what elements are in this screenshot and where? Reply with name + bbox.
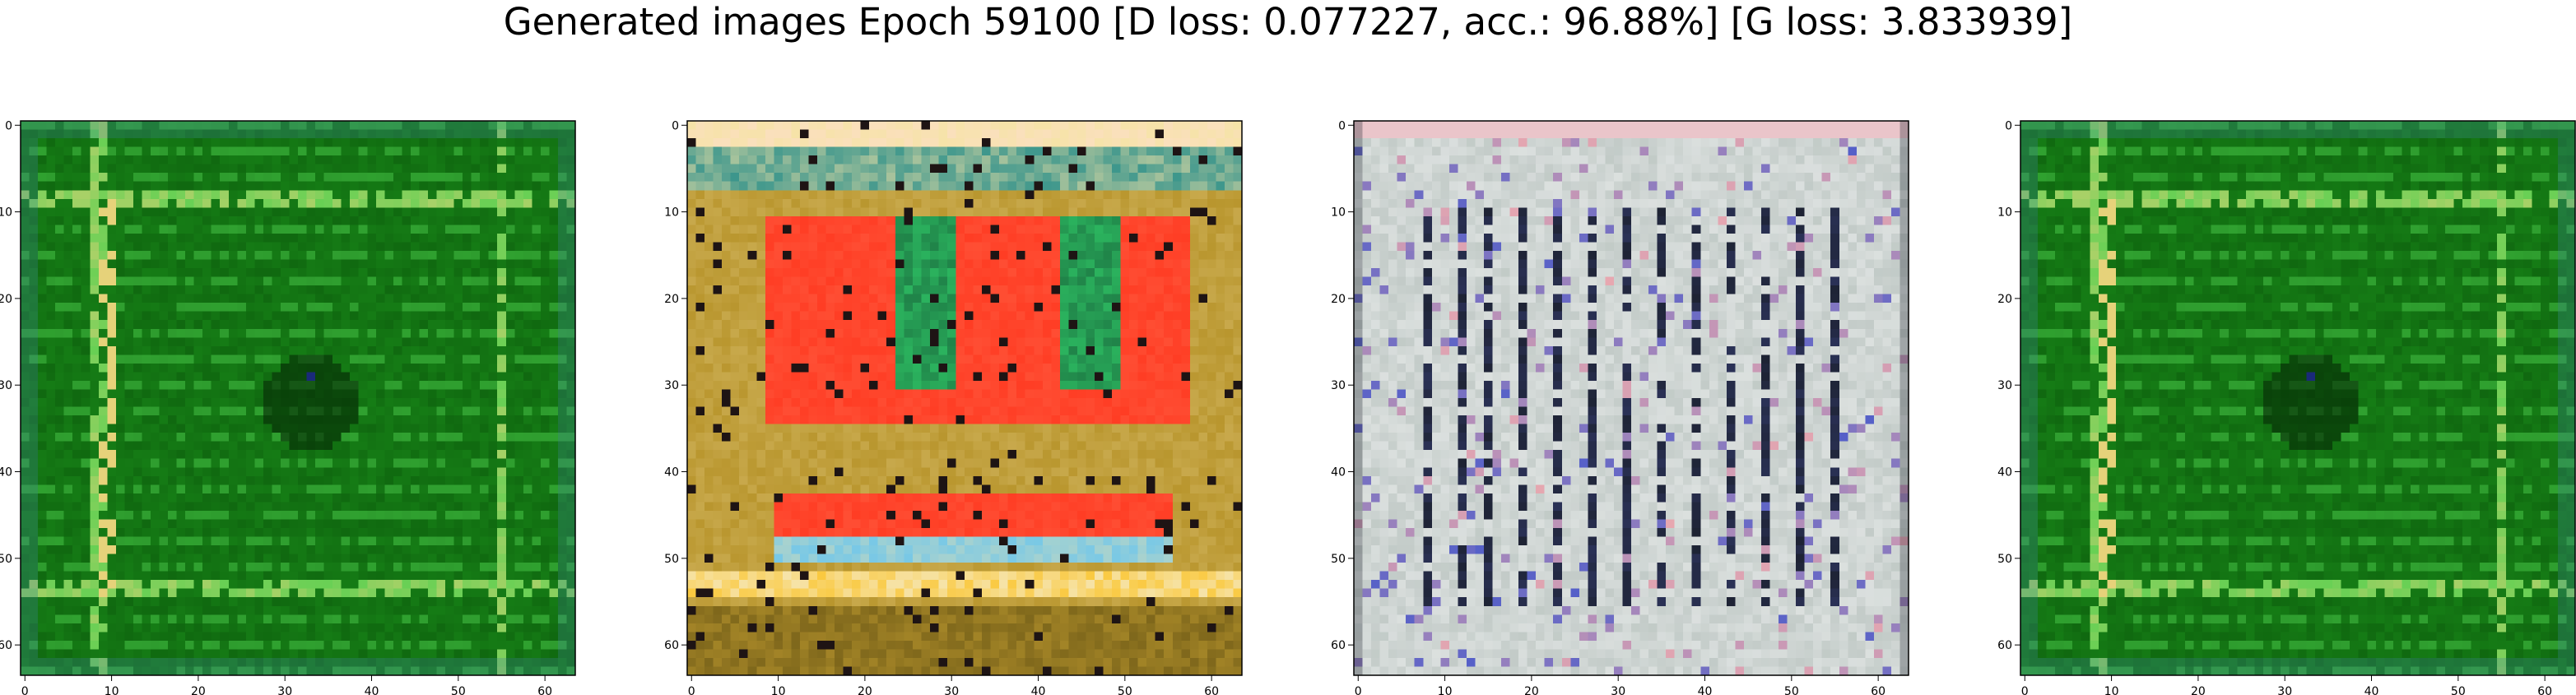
y-tick-label: 0 xyxy=(672,119,679,132)
y-tick-label: 30 xyxy=(1331,379,1346,392)
y-tick-label: 10 xyxy=(0,206,12,220)
generated-image-4-pixels xyxy=(2020,121,2576,676)
generated-image-1-pixels xyxy=(21,121,576,676)
y-tick-label: 40 xyxy=(664,466,679,480)
y-tick-label: 50 xyxy=(1331,553,1346,566)
x-tick-label: 30 xyxy=(944,685,959,695)
x-tick-label: 0 xyxy=(1355,685,1362,695)
x-tick-label: 30 xyxy=(2277,685,2292,695)
x-tick-label: 20 xyxy=(2191,685,2206,695)
x-tick-label: 50 xyxy=(2451,685,2466,695)
generated-image-2-frame xyxy=(686,120,1243,676)
y-tick-label: 50 xyxy=(0,553,12,566)
x-tick-label: 40 xyxy=(1031,685,1046,695)
x-tick-label: 50 xyxy=(1118,685,1132,695)
x-tick-label: 60 xyxy=(2537,685,2552,695)
y-tick-label: 60 xyxy=(1997,639,2012,652)
x-tick-label: 40 xyxy=(1698,685,1713,695)
x-tick-label: 60 xyxy=(1204,685,1219,695)
x-tick-label: 10 xyxy=(1438,685,1453,695)
generated-image-3-pixels xyxy=(1354,121,1909,676)
y-tick-label: 30 xyxy=(0,379,12,392)
x-tick-label: 0 xyxy=(2021,685,2029,695)
y-tick-label: 20 xyxy=(664,293,679,306)
y-tick-label: 20 xyxy=(1331,293,1346,306)
y-tick-label: 0 xyxy=(2005,119,2012,132)
y-tick-label: 60 xyxy=(0,639,12,652)
y-tick-label: 0 xyxy=(1338,119,1346,132)
y-tick-label: 0 xyxy=(5,119,12,132)
y-tick-label: 60 xyxy=(664,639,679,652)
generated-image-3-frame xyxy=(1353,120,1909,676)
y-tick-label: 10 xyxy=(1997,206,2012,220)
y-tick-label: 50 xyxy=(1997,553,2012,566)
x-tick-label: 10 xyxy=(771,685,786,695)
y-tick-label: 40 xyxy=(1331,466,1346,480)
x-tick-label: 20 xyxy=(191,685,206,695)
x-tick-label: 30 xyxy=(1611,685,1625,695)
x-tick-label: 60 xyxy=(537,685,552,695)
x-tick-label: 30 xyxy=(277,685,292,695)
x-tick-label: 0 xyxy=(21,685,29,695)
x-tick-label: 50 xyxy=(1784,685,1799,695)
y-tick-label: 50 xyxy=(664,553,679,566)
generated-image-1-frame xyxy=(20,120,576,676)
y-tick-label: 20 xyxy=(0,293,12,306)
y-tick-label: 40 xyxy=(0,466,12,480)
x-tick-label: 0 xyxy=(688,685,695,695)
y-tick-label: 20 xyxy=(1997,293,2012,306)
x-tick-label: 10 xyxy=(2104,685,2119,695)
generated-image-2-pixels xyxy=(687,121,1243,676)
generated-image-4-frame xyxy=(2020,120,2576,676)
x-tick-label: 50 xyxy=(451,685,466,695)
y-tick-label: 30 xyxy=(1997,379,2012,392)
x-tick-label: 60 xyxy=(1871,685,1886,695)
x-tick-label: 40 xyxy=(2364,685,2379,695)
y-tick-label: 60 xyxy=(1331,639,1346,652)
y-tick-label: 10 xyxy=(664,206,679,220)
y-tick-label: 30 xyxy=(664,379,679,392)
y-tick-label: 10 xyxy=(1331,206,1346,220)
x-tick-label: 10 xyxy=(105,685,119,695)
figure-title: Generated images Epoch 59100 [D loss: 0.… xyxy=(503,0,2073,44)
y-tick-label: 40 xyxy=(1997,466,2012,480)
x-tick-label: 20 xyxy=(1524,685,1539,695)
x-tick-label: 20 xyxy=(858,685,872,695)
x-tick-label: 40 xyxy=(365,685,379,695)
